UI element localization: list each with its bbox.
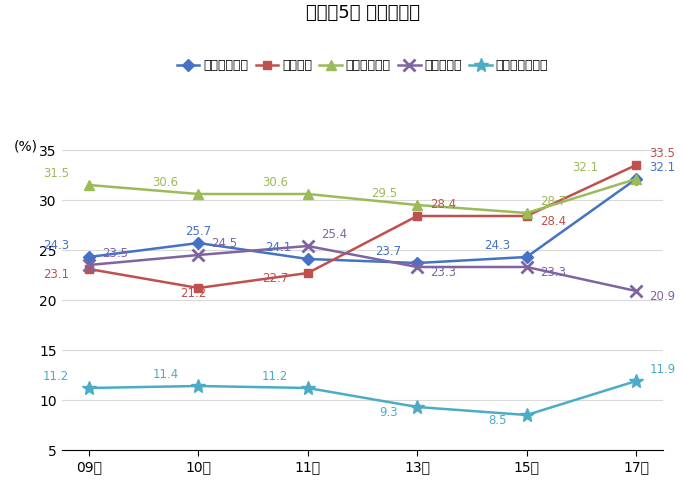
貯金をせず bbox=[632, 288, 640, 294]
高額商品の購入 bbox=[85, 385, 93, 391]
旅行など bbox=[523, 213, 531, 219]
Text: 24.5: 24.5 bbox=[211, 237, 237, 250]
Text: 23.5: 23.5 bbox=[102, 247, 128, 260]
Line: 高額商品の購入: 高額商品の購入 bbox=[82, 374, 643, 422]
高額商品の購入 bbox=[304, 385, 312, 391]
Line: 旅行など: 旅行など bbox=[85, 161, 640, 292]
Line: 貯金をせず: 貯金をせず bbox=[83, 240, 642, 296]
Text: 25.7: 25.7 bbox=[185, 225, 211, 238]
Text: 20.9: 20.9 bbox=[649, 290, 675, 303]
予備の生活費 bbox=[413, 260, 421, 266]
Text: 23.3: 23.3 bbox=[540, 266, 566, 279]
将来への蓄え bbox=[523, 210, 531, 216]
Text: 22.7: 22.7 bbox=[262, 272, 288, 285]
Text: 32.1: 32.1 bbox=[649, 161, 675, 174]
Text: 29.5: 29.5 bbox=[371, 187, 397, 200]
Text: 32.1: 32.1 bbox=[572, 161, 598, 174]
Text: 23.3: 23.3 bbox=[430, 266, 456, 279]
将来への蓄え bbox=[85, 182, 93, 188]
Text: 11.9: 11.9 bbox=[649, 363, 676, 376]
旅行など bbox=[85, 266, 93, 272]
Text: 9.3: 9.3 bbox=[379, 406, 397, 419]
Text: 23.1: 23.1 bbox=[43, 268, 69, 281]
将来への蓄え bbox=[632, 176, 640, 182]
旅行など bbox=[194, 285, 202, 291]
Text: 31.5: 31.5 bbox=[43, 167, 69, 180]
Text: 23.7: 23.7 bbox=[375, 245, 401, 258]
貯金をせず bbox=[85, 262, 93, 268]
高額商品の購入 bbox=[523, 412, 531, 418]
旅行など bbox=[413, 213, 421, 219]
予備の生活費 bbox=[523, 254, 531, 260]
Text: 【図表5】 貯金の目的: 【図表5】 貯金の目的 bbox=[306, 4, 419, 22]
Text: 30.6: 30.6 bbox=[153, 176, 179, 189]
Text: 24.3: 24.3 bbox=[43, 239, 69, 252]
高額商品の購入 bbox=[632, 378, 640, 384]
Text: 25.4: 25.4 bbox=[321, 228, 347, 241]
予備の生活費 bbox=[304, 256, 312, 262]
将来への蓄え bbox=[413, 202, 421, 208]
予備の生活費 bbox=[194, 240, 202, 246]
高額商品の購入 bbox=[413, 404, 421, 410]
Text: 28.7: 28.7 bbox=[540, 195, 566, 208]
将来への蓄え bbox=[304, 191, 312, 197]
Text: 30.6: 30.6 bbox=[262, 176, 288, 189]
Text: 11.2: 11.2 bbox=[262, 370, 288, 383]
Text: 33.5: 33.5 bbox=[649, 147, 675, 160]
高額商品の購入 bbox=[194, 383, 202, 389]
Line: 予備の生活費: 予備の生活費 bbox=[85, 175, 640, 267]
旅行など bbox=[632, 162, 640, 168]
Text: 8.5: 8.5 bbox=[488, 414, 507, 427]
Text: 24.1: 24.1 bbox=[265, 241, 291, 254]
Text: 24.3: 24.3 bbox=[484, 239, 510, 252]
貯金をせず bbox=[413, 264, 421, 270]
Text: 28.4: 28.4 bbox=[430, 198, 456, 211]
Text: 21.2: 21.2 bbox=[180, 287, 206, 300]
貯金をせず bbox=[304, 243, 312, 249]
予備の生活費 bbox=[85, 254, 93, 260]
Text: (%): (%) bbox=[14, 140, 38, 154]
Text: 28.4: 28.4 bbox=[540, 215, 566, 228]
Legend: 予備の生活費, 旅行など, 将来への蓄え, 貯金をせず, 高額商品の購入: 予備の生活費, 旅行など, 将来への蓄え, 貯金をせず, 高額商品の購入 bbox=[177, 60, 548, 72]
Text: 11.4: 11.4 bbox=[153, 368, 179, 381]
Line: 将来への蓄え: 将来への蓄え bbox=[84, 174, 641, 218]
Text: 11.2: 11.2 bbox=[43, 370, 69, 383]
貯金をせず bbox=[194, 252, 202, 258]
旅行など bbox=[304, 270, 312, 276]
将来への蓄え bbox=[194, 191, 202, 197]
貯金をせず bbox=[523, 264, 531, 270]
予備の生活費 bbox=[632, 176, 640, 182]
